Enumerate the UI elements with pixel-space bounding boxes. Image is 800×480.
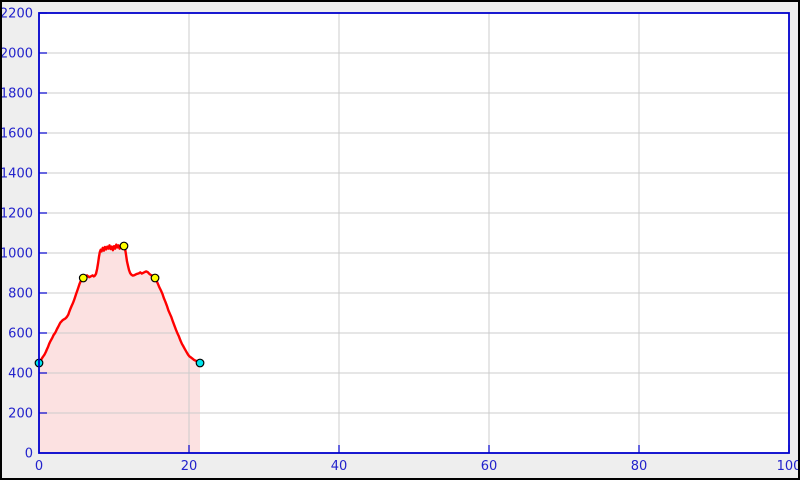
y-tick-label-1200: 1200 (0, 207, 33, 222)
waypoint-marker-2 (119, 241, 129, 251)
axes-and-ticks (38, 12, 790, 454)
axis-tick-labels: 0200400600800100012001400160018002000220… (0, 7, 800, 475)
y-tick-label-400: 400 (8, 367, 33, 382)
gridlines (39, 13, 789, 453)
y-tick-label-1800: 1800 (0, 87, 33, 102)
elevation-line-path (37, 243, 202, 365)
end-marker (195, 358, 205, 368)
x-tick-label-100: 100 (777, 459, 800, 474)
elevation-fill-shape (39, 244, 200, 453)
y-tick-label-800: 800 (8, 287, 33, 302)
x-tick-label-80: 80 (631, 459, 648, 474)
y-tick-label-0: 0 (25, 447, 33, 462)
x-tick-label-60: 60 (481, 459, 498, 474)
y-tick-label-200: 200 (8, 407, 33, 422)
x-tick-label-0: 0 (35, 459, 43, 474)
y-tick-label-2000: 2000 (0, 47, 33, 62)
elevation-line (37, 243, 202, 365)
y-tick-label-1000: 1000 (0, 247, 33, 262)
y-tick-label-600: 600 (8, 327, 33, 342)
waypoint-marker-3 (150, 273, 160, 283)
waypoint-marker-1 (78, 273, 88, 283)
y-tick-label-2200: 2200 (0, 7, 33, 22)
plot-border (38, 12, 790, 454)
y-tick-label-1400: 1400 (0, 167, 33, 182)
y-tick-label-1600: 1600 (0, 127, 33, 142)
elevation-area-fill (39, 244, 200, 453)
x-tick-label-40: 40 (331, 459, 348, 474)
x-tick-label-20: 20 (181, 459, 198, 474)
